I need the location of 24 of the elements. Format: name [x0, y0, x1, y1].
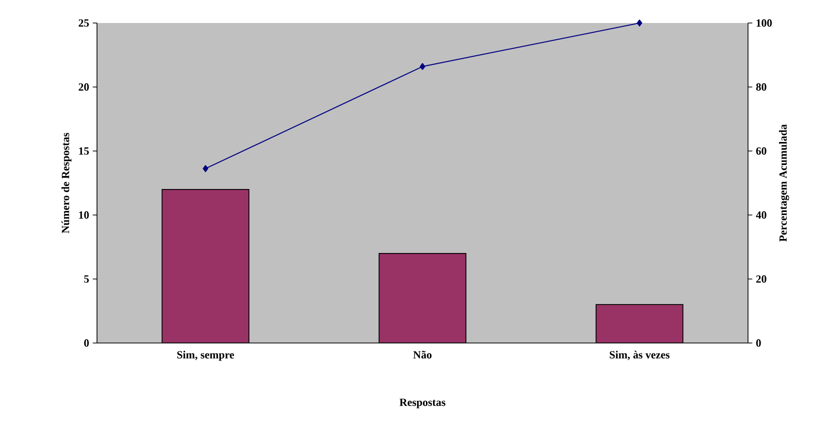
x-tick-label: Sim, sempre [177, 350, 234, 361]
bar [378, 252, 466, 343]
point [636, 20, 642, 26]
y2-tick-label: 100 [756, 19, 772, 27]
bar [162, 188, 250, 343]
y-tick-label: 25 [78, 19, 89, 27]
y2-tick-label: 40 [756, 211, 766, 219]
y2-tick-label: 80 [756, 83, 766, 91]
y-axis-title: Número de Respostas [61, 132, 72, 234]
y2-tick-label: 60 [756, 147, 766, 155]
point [420, 63, 426, 70]
x-axis-title: Respostas [400, 398, 446, 408]
y2-axis-title: Percentagem Acumulada [779, 124, 790, 242]
y-tick-label: 15 [79, 147, 89, 155]
x-tick-label: Sim, às vezes [610, 350, 670, 360]
y-tick-label: 20 [78, 83, 89, 91]
y-tick-label: 10 [79, 211, 89, 219]
bar [596, 304, 684, 343]
y-tick-label: 0 [84, 339, 89, 347]
y2-tick-label: 0 [756, 339, 761, 347]
x-tick-label: Não [413, 350, 432, 359]
point [202, 165, 208, 172]
y2-tick-label: 20 [756, 275, 766, 283]
y-tick-label: 5 [84, 275, 89, 283]
